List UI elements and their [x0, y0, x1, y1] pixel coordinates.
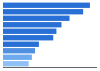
- bar: [3, 29, 56, 34]
- bar: [3, 55, 32, 60]
- chart: [0, 0, 100, 71]
- bar: [3, 16, 70, 21]
- bar: [3, 61, 29, 66]
- bar: [3, 9, 83, 14]
- axis-line: [3, 67, 97, 68]
- bar: [3, 3, 90, 8]
- bar: [3, 48, 35, 53]
- bar: [3, 22, 61, 27]
- chart-container: [0, 0, 100, 71]
- bars: [3, 3, 90, 67]
- bar: [3, 42, 39, 47]
- bar: [3, 35, 53, 40]
